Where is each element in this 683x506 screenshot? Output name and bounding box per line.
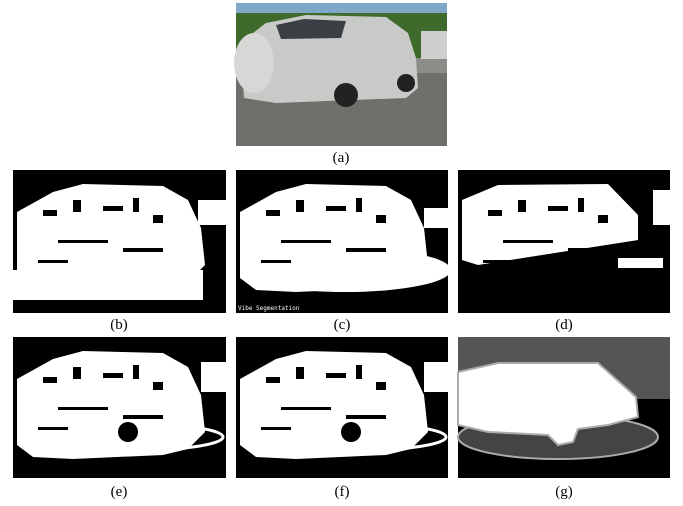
overlay-text: Vibe Segmentation bbox=[238, 305, 300, 312]
caption: (b) bbox=[110, 317, 128, 333]
caption: (f) bbox=[335, 484, 350, 500]
mask-panel bbox=[458, 170, 670, 313]
mask-panel bbox=[13, 337, 226, 478]
caption: (g) bbox=[555, 484, 573, 500]
mask-panel bbox=[236, 337, 448, 478]
caption: (e) bbox=[111, 484, 128, 500]
segmentation-panel bbox=[458, 337, 670, 478]
caption: (d) bbox=[555, 317, 573, 333]
mask-panel: Vibe Segmentation bbox=[236, 170, 451, 313]
figure: (a) (b) Vibe Segmentation (c) (d) (e) bbox=[0, 0, 683, 506]
photo-panel bbox=[234, 3, 447, 146]
caption: (a) bbox=[333, 150, 350, 166]
caption: (c) bbox=[334, 317, 351, 333]
mask-panel bbox=[13, 170, 226, 313]
